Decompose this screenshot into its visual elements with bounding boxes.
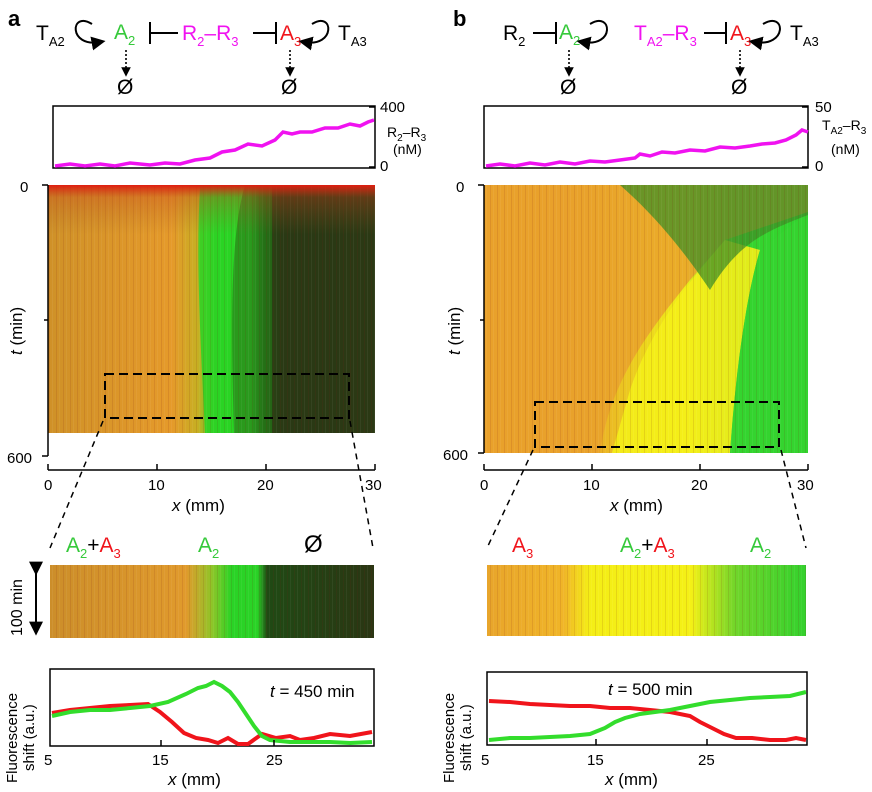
profile-x-tick-25: 25 bbox=[266, 752, 283, 769]
kymograph-x-label: x (mm) bbox=[171, 496, 225, 515]
panel-a-kymograph: 0 600 t (min) 0 10 20 30 x (mm) bbox=[7, 179, 382, 549]
x-tick-10: 10 bbox=[583, 477, 600, 494]
time-scale-label: 100 min bbox=[9, 579, 26, 636]
panel-b-top-plot: 50 0 TA2–R3 (nM) bbox=[483, 99, 867, 175]
profile-frame bbox=[49, 668, 375, 747]
empty-set-right: Ø bbox=[281, 76, 297, 99]
profile-x-label: x (mm) bbox=[167, 770, 221, 789]
top-plot-ymin: 0 bbox=[815, 158, 823, 175]
x-tick-20: 20 bbox=[257, 477, 274, 494]
zoom-label-a2-plus-a3: A2+A3 bbox=[620, 534, 675, 561]
profile-y-label-line2: shift (a.u.) bbox=[21, 704, 38, 771]
species-a3-label: A3 bbox=[280, 22, 301, 49]
profile-x-tick-5: 5 bbox=[44, 752, 52, 769]
y-tick-600: 600 bbox=[7, 450, 32, 467]
top-plot-unit: (nM) bbox=[393, 141, 422, 157]
kymograph-y-label: t (min) bbox=[445, 307, 464, 355]
zoom-region-box bbox=[104, 373, 350, 419]
template-ta3-label: TA3 bbox=[338, 22, 367, 49]
template-ta3-label: TA3 bbox=[790, 22, 819, 49]
species-a3-label: A3 bbox=[730, 22, 751, 49]
template-ta2-r3-label: TA2–R3 bbox=[634, 22, 697, 49]
x-tick-0: 0 bbox=[480, 477, 488, 494]
a2-profile-line bbox=[51, 679, 373, 746]
profile-x-tick-5: 5 bbox=[481, 752, 489, 769]
panel-a-profile: t = 450 min Fluorescence shift (a.u.) 5 … bbox=[4, 668, 375, 789]
y-tick-600: 600 bbox=[443, 447, 468, 464]
repressor-r2-label: R2 bbox=[503, 22, 525, 49]
top-plot-frame bbox=[483, 105, 809, 169]
panel-a-network: TA2 A2 R2–R3 A3 TA3 Ø Ø bbox=[36, 20, 367, 99]
y-tick-0: 0 bbox=[20, 179, 28, 196]
panel-b-network: R2 A2 TA2–R3 A3 TA3 Ø Ø bbox=[503, 20, 819, 99]
r2-r3-concentration-line bbox=[54, 118, 375, 168]
panel-b-profile: t = 500 min Fluorescence shift (a.u.) 5 … bbox=[441, 671, 808, 789]
panel-a-zoom-strip: 100 min bbox=[9, 561, 374, 638]
x-tick-10: 10 bbox=[148, 477, 165, 494]
zoom-label-a3: A3 bbox=[512, 534, 533, 561]
panel-b-letter: b bbox=[453, 6, 466, 31]
empty-set-right: Ø bbox=[731, 76, 747, 99]
profile-x-tick-15: 15 bbox=[587, 752, 604, 769]
top-plot-ymin: 0 bbox=[380, 158, 388, 175]
zoom-guide-left bbox=[486, 449, 534, 549]
top-plot-frame bbox=[52, 105, 376, 169]
ta2-r3-concentration-line bbox=[485, 128, 809, 168]
zoom-region-box bbox=[534, 401, 780, 448]
profile-time-annotation: t = 450 min bbox=[270, 682, 355, 701]
empty-set-left: Ø bbox=[117, 76, 133, 99]
repressor-r2-r3-label: R2–R3 bbox=[182, 22, 239, 49]
profile-y-label-line2: shift (a.u.) bbox=[458, 704, 475, 771]
top-plot-unit: (nM) bbox=[831, 141, 860, 157]
panel-a-top-plot: 400 0 R2–R3 (nM) bbox=[52, 99, 427, 175]
x-tick-30: 30 bbox=[797, 477, 814, 494]
top-plot-ymax: 50 bbox=[815, 99, 832, 116]
template-ta2-label: TA2 bbox=[36, 22, 65, 49]
species-a2-label: A2 bbox=[114, 21, 135, 48]
zoom-guide-left bbox=[49, 420, 104, 549]
profile-x-label: x (mm) bbox=[604, 770, 658, 789]
autocatalysis-loop-right-icon bbox=[298, 20, 330, 51]
profile-frame bbox=[486, 671, 808, 746]
top-plot-label: TA2–R3 bbox=[822, 117, 867, 137]
profile-y-label-line1: Fluorescence bbox=[4, 693, 21, 783]
autocatalysis-loop-right-icon bbox=[748, 20, 781, 51]
empty-set-left: Ø bbox=[560, 76, 576, 99]
zoom-label-a2: A2 bbox=[198, 534, 219, 561]
zoom-label-a2-plus-a3: A2+A3 bbox=[66, 534, 121, 561]
autocatalysis-loop-left-icon bbox=[576, 20, 608, 51]
species-a2-label: A2 bbox=[559, 21, 580, 48]
top-plot-label: R2–R3 bbox=[387, 124, 427, 144]
y-tick-0: 0 bbox=[456, 179, 464, 196]
a2-profile-line bbox=[488, 690, 807, 742]
profile-x-tick-15: 15 bbox=[152, 752, 169, 769]
panel-a-zoom-labels: A2+A3 A2 Ø bbox=[66, 531, 323, 561]
a3-profile-line bbox=[51, 701, 373, 746]
x-tick-30: 30 bbox=[365, 477, 382, 494]
panel-b-zoom-labels: A3 A2+A3 A2 bbox=[512, 534, 771, 561]
zoom-label-empty: Ø bbox=[304, 531, 323, 558]
panel-a-letter: a bbox=[8, 6, 21, 31]
panel-b-zoom-strip bbox=[487, 565, 806, 636]
kymograph-y-label: t (min) bbox=[7, 307, 26, 355]
profile-time-annotation: t = 500 min bbox=[608, 680, 693, 699]
profile-y-label-line1: Fluorescence bbox=[441, 693, 458, 783]
panel-a: a TA2 A2 R2–R3 A3 TA3 Ø Ø 400 0 bbox=[4, 6, 427, 789]
zoom-label-a2: A2 bbox=[750, 534, 771, 561]
zoom-guide-right bbox=[780, 449, 807, 549]
panel-b-kymograph: 0 600 t (min) 0 10 20 30 x (mm) bbox=[443, 179, 814, 549]
profile-x-tick-25: 25 bbox=[698, 752, 715, 769]
autocatalysis-loop-left-icon bbox=[74, 20, 106, 51]
panel-b: b R2 A2 TA2–R3 A3 TA3 Ø Ø 50 0 TA2–R3 bbox=[441, 6, 867, 789]
x-tick-0: 0 bbox=[44, 477, 52, 494]
kymograph-x-label: x (mm) bbox=[609, 496, 663, 515]
x-tick-20: 20 bbox=[691, 477, 708, 494]
a3-profile-line bbox=[488, 699, 807, 742]
top-plot-ymax: 400 bbox=[380, 99, 405, 116]
